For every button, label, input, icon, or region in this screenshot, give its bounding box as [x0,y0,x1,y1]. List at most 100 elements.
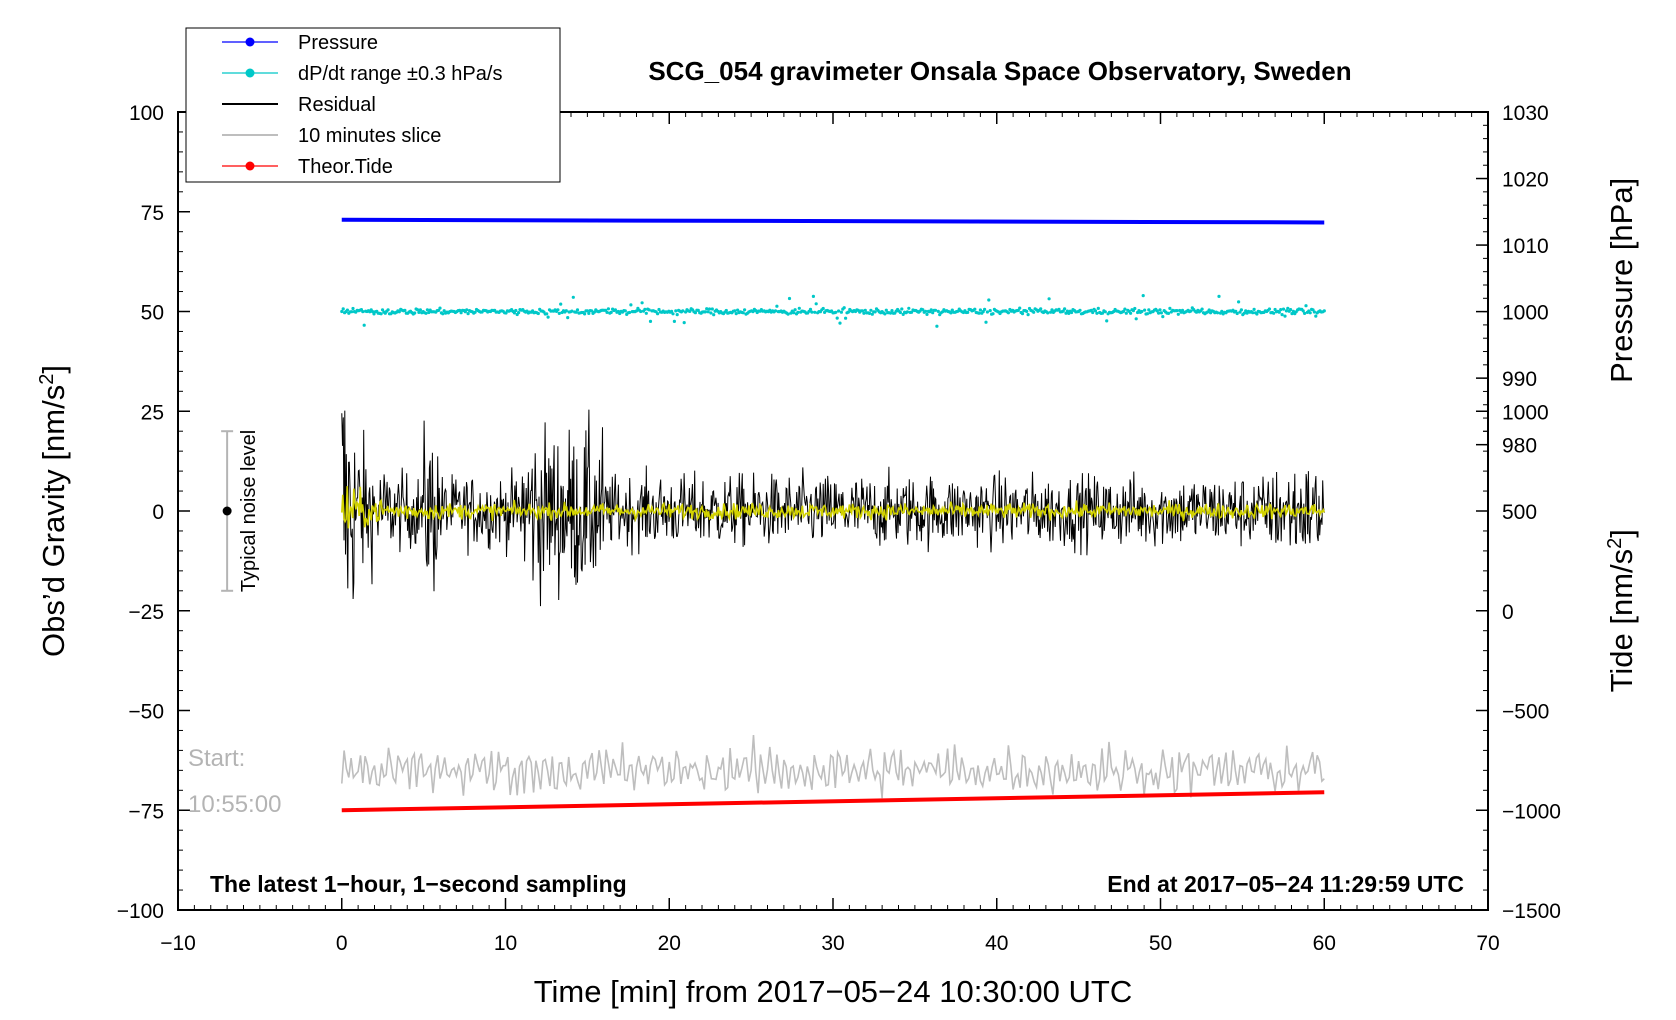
dpdt-point [1235,311,1239,316]
dpdt-point [403,308,407,312]
dpdt-point [1093,309,1098,313]
dpdt-point [606,307,611,311]
dpdt-point [362,323,366,327]
x-tick-label: 50 [1149,932,1172,955]
y-tick-label: 50 [141,302,164,325]
dpdt-point [345,308,349,312]
x-axis-title: Time [min] from 2017−05−24 10:30:00 UTC [534,974,1133,1009]
dpdt-point [672,319,677,323]
slice-start-label: Start: [188,745,245,772]
x-tick-label: 70 [1476,932,1499,955]
legend-label: Pressure [298,32,378,54]
dpdt-point [657,307,661,312]
dpdt-point [648,319,653,323]
dpdt-point [386,308,390,312]
dpdt-point [931,311,935,315]
dpdt-point [1049,310,1053,314]
dpdt-point [592,310,597,314]
legend-marker [245,37,255,47]
dpdt-point [1158,308,1162,312]
dpdt-point [991,312,995,316]
dpdt-point [1147,308,1151,312]
tide-tick-label: −500 [1502,701,1549,724]
legend-label: Residual [298,94,376,116]
dpdt-point [1161,315,1165,319]
pressure-tick-label: 980 [1502,435,1537,458]
dpdt-point [949,311,953,315]
dpdt-point [647,308,651,312]
legend: Pressure dP/dt range ±0.3 hPa/s Residual 10… [185,27,561,183]
dpdt-point [512,311,517,315]
dpdt-point [1168,306,1172,310]
dpdt-point [733,309,737,313]
dpdt-point [682,321,686,325]
dpdt-point [1281,307,1286,311]
end-time-note: End at 2017−05−24 11:29:59 UTC [1107,871,1464,897]
dpdt-point [907,306,911,310]
dpdt-point [340,309,344,314]
tide-tick-label: −1500 [1502,900,1561,923]
dpdt-point [966,310,970,314]
dpdt-point [1280,313,1284,317]
dpdt-point [867,311,872,315]
dpdt-point [834,310,838,314]
dpdt-point [574,310,578,314]
y-tick-label: −25 [128,601,164,624]
dpdt-point [623,309,627,313]
dpdt-point [413,311,417,315]
legend-marker [245,161,255,171]
dpdt-point [1050,308,1054,312]
dpdt-point [674,309,678,313]
dpdt-point [898,310,903,315]
dpdt-point [1251,311,1255,315]
y-tick-label: 0 [152,501,164,524]
dpdt-point [797,306,801,310]
dpdt-point [351,306,355,311]
dpdt-point [585,309,590,313]
dpdt-point [640,301,644,305]
dpdt-point [341,307,345,311]
dpdt-point [559,302,563,306]
dpdt-point [1105,319,1109,323]
legend-label: 10 minutes slice [298,125,441,147]
dpdt-point [985,310,990,314]
dpdt-point [1134,317,1138,321]
dpdt-point [379,312,383,316]
dpdt-point [473,310,477,314]
dpdt-point [1312,310,1316,314]
dpdt-point [842,306,846,310]
tide-tick-label: 0 [1502,601,1514,624]
slice-start-time: 10:55:00 [188,791,281,818]
dpdt-point [644,311,648,315]
dpdt-point [415,308,420,312]
dpdt-point [703,310,707,314]
dpdt-point [1133,306,1137,311]
dpdt-point [709,311,713,315]
dpdt-point [1279,308,1283,312]
dpdt-point [427,310,431,315]
tide-tick-label: 500 [1502,501,1537,524]
legend-marker [245,68,255,78]
noise-level-label: Typical noise level [238,430,260,592]
dpdt-point [514,308,518,313]
dpdt-point [361,310,365,314]
dpdt-point [1166,311,1171,315]
dpdt-point [1176,312,1180,316]
dpdt-point [570,309,574,313]
dpdt-point [910,310,914,314]
dpdt-point [1175,309,1179,313]
pressure-tick-label: 1010 [1502,235,1549,258]
dpdt-point [350,310,354,314]
dpdt-point [1157,311,1161,315]
tide-tick-label: −1000 [1502,800,1561,823]
dpdt-point [1308,311,1312,315]
dpdt-point [821,306,825,311]
filtered-residual-line [341,486,1326,529]
dpdt-point [1032,310,1036,314]
y-tick-label: 25 [141,401,164,424]
dpdt-point [418,308,422,312]
dpdt-point [773,309,778,313]
dpdt-point [1140,309,1144,314]
dpdt-point [873,310,877,314]
